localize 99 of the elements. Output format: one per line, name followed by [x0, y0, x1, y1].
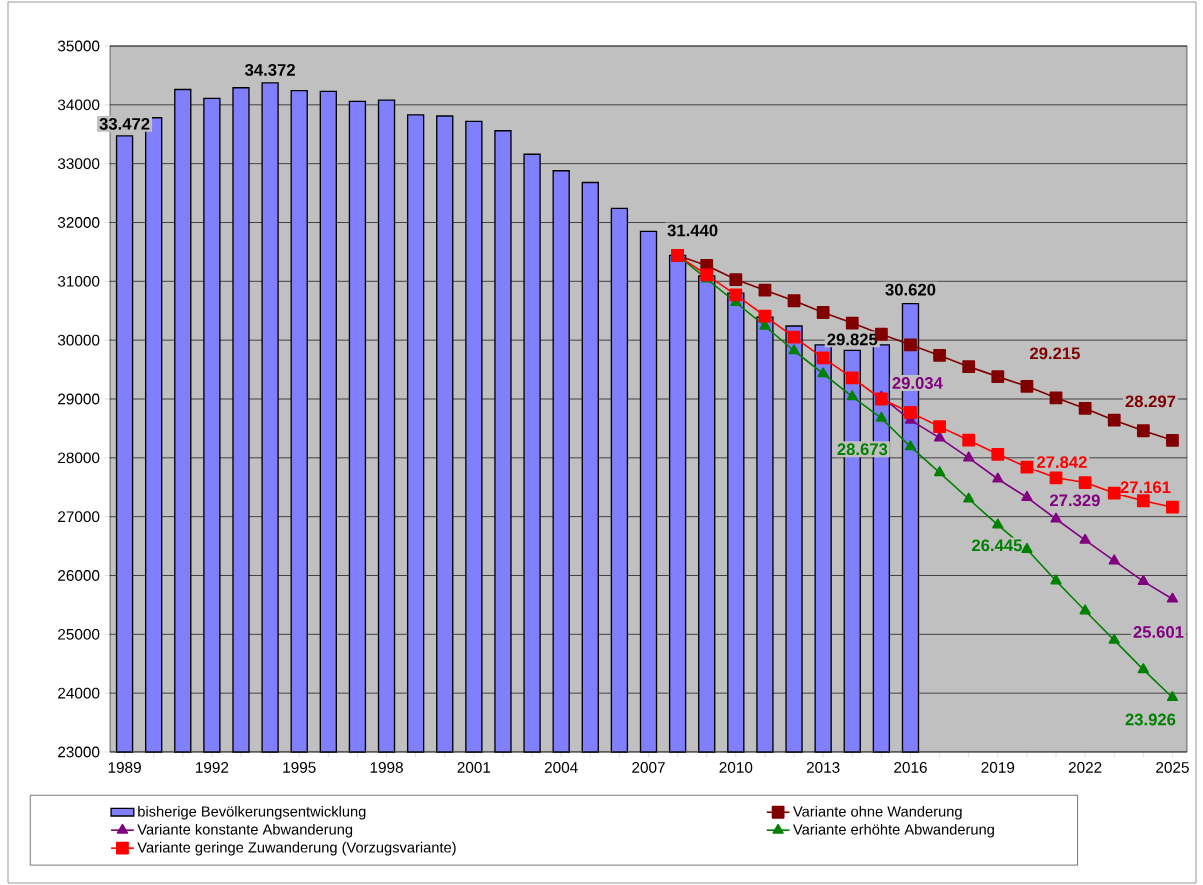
data-label: 29.825	[827, 333, 878, 346]
point	[1166, 500, 1179, 514]
point	[787, 330, 801, 344]
y-tick-label: 32000	[57, 217, 100, 228]
point	[817, 367, 829, 378]
point	[1107, 486, 1121, 500]
y-tick-label: 30000	[57, 334, 100, 346]
point	[1166, 433, 1179, 447]
data-label: 23.926	[1125, 713, 1176, 726]
point	[962, 433, 976, 447]
point	[874, 392, 888, 406]
point	[1079, 604, 1091, 615]
legend-label: Variante ohne Wanderung	[793, 805, 962, 820]
y-tick-label: 28000	[58, 452, 100, 464]
y-tick-label: 23000	[58, 746, 100, 758]
y-tick-label: 35000	[57, 40, 100, 52]
point	[729, 288, 743, 302]
point	[1107, 413, 1121, 427]
point	[1108, 633, 1120, 644]
data-label: 28.673	[837, 443, 888, 456]
x-tick-label: 2019	[981, 762, 1015, 773]
point	[1050, 512, 1062, 523]
point	[729, 273, 743, 286]
point	[758, 283, 772, 297]
point	[963, 492, 975, 503]
y-tick-label: 31000	[57, 275, 100, 287]
data-label: 25.601	[1133, 626, 1184, 638]
point	[1166, 592, 1179, 603]
x-tick-label: 2004	[544, 762, 578, 773]
point	[846, 390, 858, 401]
legend-label: Variante erhöhte Abwanderung	[793, 823, 994, 838]
point	[788, 344, 800, 355]
data-label: 27.329	[1050, 494, 1100, 507]
data-label: 29.034	[892, 377, 943, 389]
point	[1049, 391, 1063, 405]
point	[904, 440, 917, 451]
x-tick-label: 1995	[283, 762, 316, 773]
x-tick-label: 1998	[370, 762, 403, 773]
point	[991, 447, 1005, 461]
point	[933, 466, 946, 477]
point	[963, 451, 975, 462]
x-tick-label: 2010	[719, 762, 753, 773]
point	[787, 294, 801, 308]
point	[1166, 691, 1179, 702]
point	[875, 411, 888, 422]
y-tick-label: 27000	[58, 511, 100, 523]
point	[816, 306, 830, 319]
point	[845, 371, 859, 385]
point	[904, 406, 917, 419]
point	[1078, 402, 1092, 415]
point	[1136, 494, 1150, 508]
data-label: 31.440	[667, 224, 718, 237]
y-tick-label: 25000	[58, 628, 100, 640]
x-tick-label: 2025	[1156, 762, 1189, 773]
x-tick-label: 2013	[806, 762, 840, 773]
point	[992, 472, 1004, 483]
point	[1137, 663, 1149, 674]
point	[845, 316, 859, 330]
data-label: 29.215	[1030, 347, 1080, 360]
point	[1108, 554, 1120, 565]
point	[1136, 424, 1150, 438]
legend-label: bisherige Bevölkerungsentwicklung	[138, 805, 366, 820]
x-tick-label: 1989	[108, 762, 141, 773]
point	[992, 518, 1004, 529]
data-label: 28.297	[1125, 395, 1176, 408]
point	[1078, 476, 1092, 489]
data-label: 33.472	[99, 117, 150, 130]
y-tick-label: 24000	[58, 687, 100, 699]
point	[1020, 460, 1034, 474]
data-label: 27.842	[1037, 456, 1087, 469]
point	[816, 351, 830, 365]
data-label: 26.445	[972, 539, 1022, 552]
point	[962, 360, 976, 374]
y-tick-label: 34000	[57, 99, 100, 111]
point	[700, 268, 714, 282]
data-label: 34.372	[244, 64, 295, 76]
point	[933, 349, 946, 362]
x-tick-label: 1992	[196, 762, 229, 773]
legend-label: Variante konstante Abwanderung	[137, 823, 353, 838]
point	[1049, 471, 1063, 485]
x-tick-label: 2007	[632, 762, 665, 773]
point	[1050, 574, 1062, 585]
x-tick-label: 2001	[457, 762, 491, 773]
data-label: 30.620	[885, 283, 936, 296]
legend-label: Variante geringe Zuwanderung (Vorzugsvariante)	[137, 841, 456, 856]
point	[991, 370, 1005, 384]
x-tick-label: 2022	[1068, 762, 1102, 773]
point	[933, 420, 946, 434]
point	[1020, 379, 1034, 393]
x-tick-label: 2016	[894, 762, 927, 773]
point	[904, 338, 917, 352]
data-label: 27.161	[1120, 481, 1171, 494]
point	[1021, 490, 1033, 501]
y-tick-label: 26000	[58, 570, 100, 581]
point	[1021, 542, 1033, 553]
point	[1137, 574, 1149, 585]
y-tick-label: 29000	[58, 393, 100, 405]
point	[1079, 533, 1091, 544]
y-tick-label: 33000	[57, 158, 100, 170]
